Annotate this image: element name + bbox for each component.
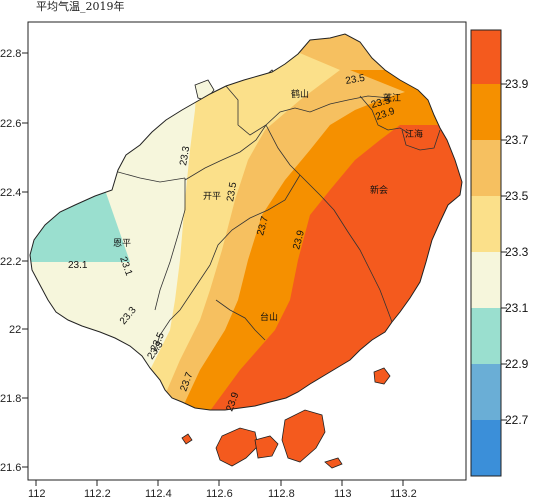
x-tick-label: 113: [334, 488, 352, 500]
y-tick-label: 22: [9, 324, 21, 336]
legend-swatch-22-7: [471, 420, 501, 476]
x-tick-label: 112.8: [268, 488, 295, 500]
y-tick-label: 22.2: [0, 256, 21, 268]
contour-label: 23.5: [225, 181, 239, 203]
x-tick-label: 112.2: [84, 488, 111, 500]
y-tick-label: 22.8: [0, 48, 21, 60]
legend-label: 23.1: [505, 301, 529, 315]
contour-label: 23.5: [345, 73, 367, 87]
legend-swatch-23-7: [471, 140, 501, 196]
legend-swatch-24-1: [471, 30, 501, 84]
color-legend: 23.9 23.7 23.5 23.3 23.1 22.9 22.7: [470, 29, 529, 477]
place-label: 鹤山: [291, 88, 309, 100]
islands: [181, 69, 391, 469]
place-label: 开平: [203, 191, 221, 202]
place-names: 鹤山 蓬江 江海 新会 开平 恩平 台山: [113, 88, 423, 323]
legend-label: 22.9: [505, 357, 529, 371]
contour-label: 23.5: [370, 95, 392, 111]
legend-swatch-23-1: [471, 308, 501, 364]
x-tick-label: 112.4: [145, 488, 172, 500]
x-tick-label: 112: [28, 488, 46, 500]
y-tick-label: 21.8: [0, 393, 21, 405]
contour-label: 23.7: [255, 215, 271, 237]
legend-label: 23.9: [505, 77, 529, 91]
legend-swatch-23-9: [471, 84, 501, 140]
temperature-bands: [30, 34, 462, 410]
place-label: 恩平: [113, 238, 131, 249]
coastline: [29, 33, 463, 411]
place-label: 蓬江: [383, 92, 401, 104]
legend-swatch-22-9: [471, 364, 501, 420]
contour-label: 23.9: [291, 229, 307, 251]
y-tick-label: 22.6: [0, 118, 21, 130]
legend-label: 23.5: [505, 189, 529, 203]
contour-label: 23.1: [68, 260, 88, 271]
legend-label: 22.7: [505, 413, 529, 427]
legend-swatch-23-5: [471, 196, 501, 252]
legend-label: 23.3: [505, 245, 529, 259]
place-label: 新会: [370, 184, 388, 196]
x-tick-label: 112.6: [206, 488, 233, 500]
map-frame: 22.8 22.6 22.4 22.2 22 21.8 21.6 112 112…: [0, 21, 467, 500]
y-tick-label: 22.4: [0, 187, 21, 199]
county-borders: [117, 85, 441, 351]
map-title: 平均气温_2019年: [36, 0, 125, 13]
legend-label: 23.7: [505, 133, 529, 147]
x-tick-label: 113.2: [390, 488, 417, 500]
legend-swatch-23-3: [471, 252, 501, 308]
place-label: 江海: [405, 128, 423, 140]
place-label: 台山: [260, 311, 278, 323]
y-tick-label: 21.6: [0, 462, 21, 474]
contour-label: 23.3: [178, 145, 192, 167]
